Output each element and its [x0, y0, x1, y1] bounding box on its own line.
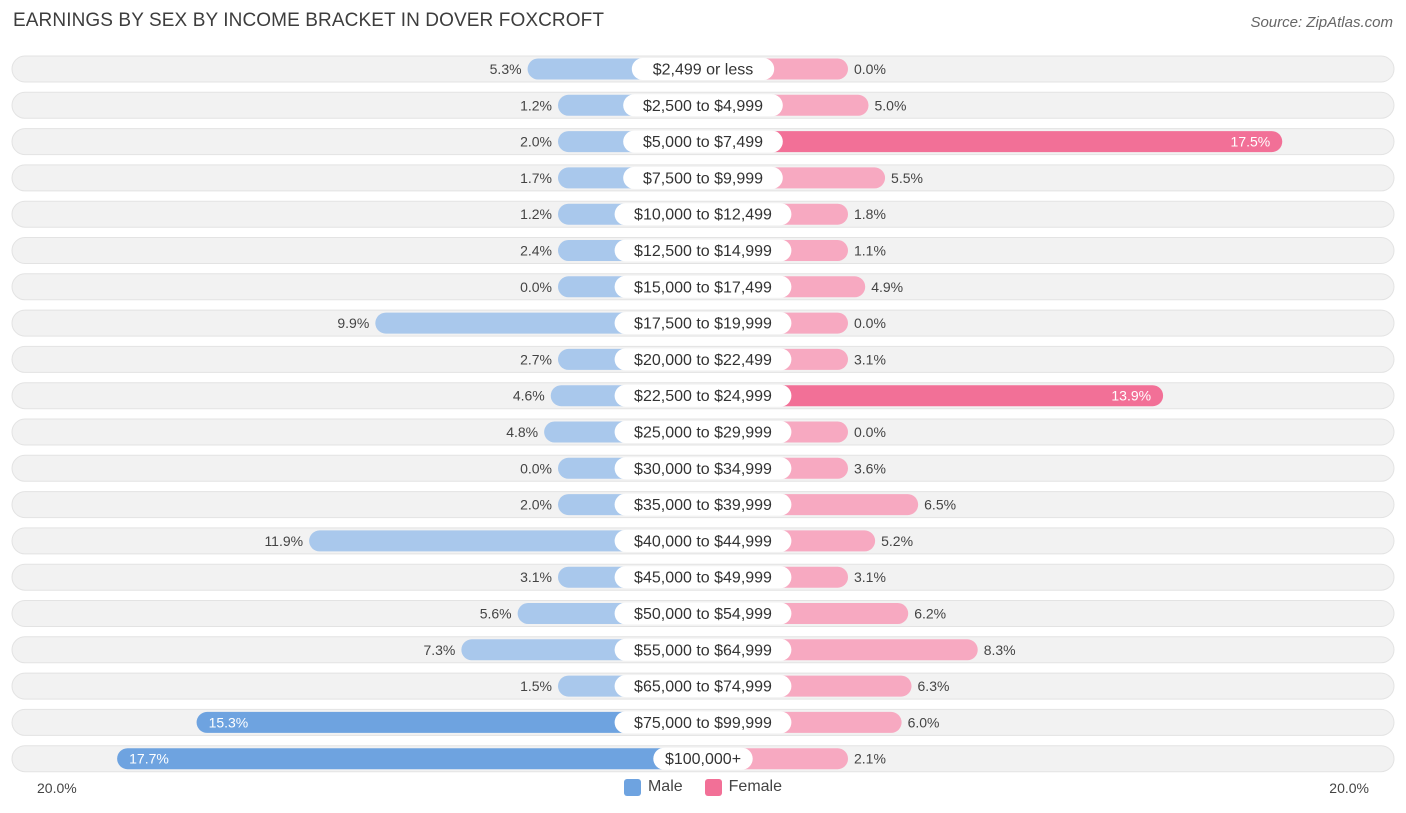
legend: Male Female [0, 778, 1406, 796]
category-label: $35,000 to $39,999 [634, 497, 772, 514]
female-value-label: 2.1% [854, 751, 886, 767]
male-value-label: 4.8% [506, 424, 538, 440]
category-label: $25,000 to $29,999 [634, 425, 772, 442]
bar-row: $2,500 to $4,999 1.2% 5.0% [12, 92, 1394, 118]
category-label: $100,000+ [665, 751, 741, 768]
female-value-label: 6.5% [924, 497, 956, 513]
female-value-label: 0.0% [854, 61, 886, 77]
bar-row: $45,000 to $49,999 3.1% 3.1% [12, 564, 1394, 590]
male-value-label: 1.7% [520, 170, 552, 186]
male-value-label: 2.0% [520, 134, 552, 150]
female-value-label: 5.5% [891, 170, 923, 186]
male-value-label: 2.0% [520, 497, 552, 513]
category-label: $15,000 to $17,499 [634, 279, 772, 296]
female-value-label: 4.9% [871, 279, 903, 295]
bar-row: $5,000 to $7,499 2.0% 17.5% [12, 129, 1394, 155]
female-value-label: 8.3% [984, 642, 1016, 658]
bar-row: $35,000 to $39,999 2.0% 6.5% [12, 492, 1394, 518]
male-value-label: 3.1% [520, 569, 552, 585]
category-label: $17,500 to $19,999 [634, 316, 772, 333]
category-label: $22,500 to $24,999 [634, 388, 772, 405]
male-value-label: 17.7% [129, 751, 169, 767]
legend-item-female[interactable]: Female [705, 778, 782, 796]
bar-row: $15,000 to $17,499 0.0% 4.9% [12, 274, 1394, 300]
bar-row: $7,500 to $9,999 1.7% 5.5% [12, 165, 1394, 191]
category-label: $55,000 to $64,999 [634, 642, 772, 659]
category-label: $7,500 to $9,999 [643, 170, 763, 187]
male-value-label: 11.9% [264, 533, 303, 549]
bar-row: $10,000 to $12,499 1.2% 1.8% [12, 201, 1394, 227]
category-label: $2,499 or less [653, 62, 754, 79]
male-value-label: 7.3% [423, 642, 455, 658]
legend-swatch-female [705, 779, 722, 796]
bar-row: $12,500 to $14,999 2.4% 1.1% [12, 238, 1394, 264]
legend-label-male: Male [648, 778, 683, 796]
bar-row: $17,500 to $19,999 9.9% 0.0% [12, 310, 1394, 336]
male-value-label: 2.4% [520, 243, 552, 259]
category-label: $30,000 to $34,999 [634, 461, 772, 478]
male-value-label: 1.5% [520, 678, 552, 694]
male-value-label: 5.3% [490, 61, 522, 77]
female-value-label: 6.2% [914, 606, 946, 622]
bar-row: $22,500 to $24,999 4.6% 13.9% [12, 383, 1394, 409]
bar-row: $75,000 to $99,999 15.3% 6.0% [12, 709, 1394, 735]
category-label: $5,000 to $7,499 [643, 134, 763, 151]
male-value-label: 5.6% [480, 606, 512, 622]
bar-row: $50,000 to $54,999 5.6% 6.2% [12, 601, 1394, 627]
legend-swatch-male [624, 779, 641, 796]
female-value-label: 13.9% [1111, 388, 1151, 404]
chart: $2,499 or less 5.3% 0.0% $2,500 to $4,999 1.… [0, 0, 1406, 775]
category-label: $20,000 to $22,499 [634, 352, 772, 369]
male-value-label: 2.7% [520, 351, 552, 367]
category-label: $50,000 to $54,999 [634, 606, 772, 623]
female-bar [703, 131, 1282, 152]
male-bar [117, 748, 703, 769]
legend-item-male[interactable]: Male [624, 778, 683, 796]
female-value-label: 1.8% [854, 206, 886, 222]
category-label: $75,000 to $99,999 [634, 715, 772, 732]
bar-row: $25,000 to $29,999 4.8% 0.0% [12, 419, 1394, 445]
female-value-label: 6.0% [908, 714, 940, 730]
female-value-label: 3.1% [854, 569, 886, 585]
male-value-label: 0.0% [520, 460, 552, 476]
bar-row: $20,000 to $22,499 2.7% 3.1% [12, 346, 1394, 372]
bar-row: $30,000 to $34,999 0.0% 3.6% [12, 455, 1394, 481]
category-label: $10,000 to $12,499 [634, 207, 772, 224]
female-value-label: 3.6% [854, 460, 886, 476]
legend-label-female: Female [729, 778, 782, 796]
female-value-label: 6.3% [918, 678, 950, 694]
female-value-label: 5.2% [881, 533, 913, 549]
female-value-label: 3.1% [854, 351, 886, 367]
category-label: $2,500 to $4,999 [643, 98, 763, 115]
female-value-label: 17.5% [1231, 134, 1271, 150]
female-value-label: 5.0% [875, 97, 907, 113]
female-value-label: 1.1% [854, 243, 886, 259]
male-value-label: 1.2% [520, 206, 552, 222]
male-value-label: 1.2% [520, 97, 552, 113]
female-value-label: 0.0% [854, 315, 886, 331]
male-value-label: 0.0% [520, 279, 552, 295]
female-value-label: 0.0% [854, 424, 886, 440]
bar-row: $100,000+ 17.7% 2.1% [12, 746, 1394, 772]
male-value-label: 9.9% [337, 315, 369, 331]
bar-row: $55,000 to $64,999 7.3% 8.3% [12, 637, 1394, 663]
bar-row: $40,000 to $44,999 11.9% 5.2% [12, 528, 1394, 554]
category-label: $45,000 to $49,999 [634, 570, 772, 587]
category-label: $40,000 to $44,999 [634, 533, 772, 550]
category-label: $65,000 to $74,999 [634, 679, 772, 696]
male-value-label: 15.3% [209, 714, 249, 730]
bar-row: $2,499 or less 5.3% 0.0% [12, 56, 1394, 82]
category-label: $12,500 to $14,999 [634, 243, 772, 260]
male-value-label: 4.6% [513, 388, 545, 404]
bar-row: $65,000 to $74,999 1.5% 6.3% [12, 673, 1394, 699]
